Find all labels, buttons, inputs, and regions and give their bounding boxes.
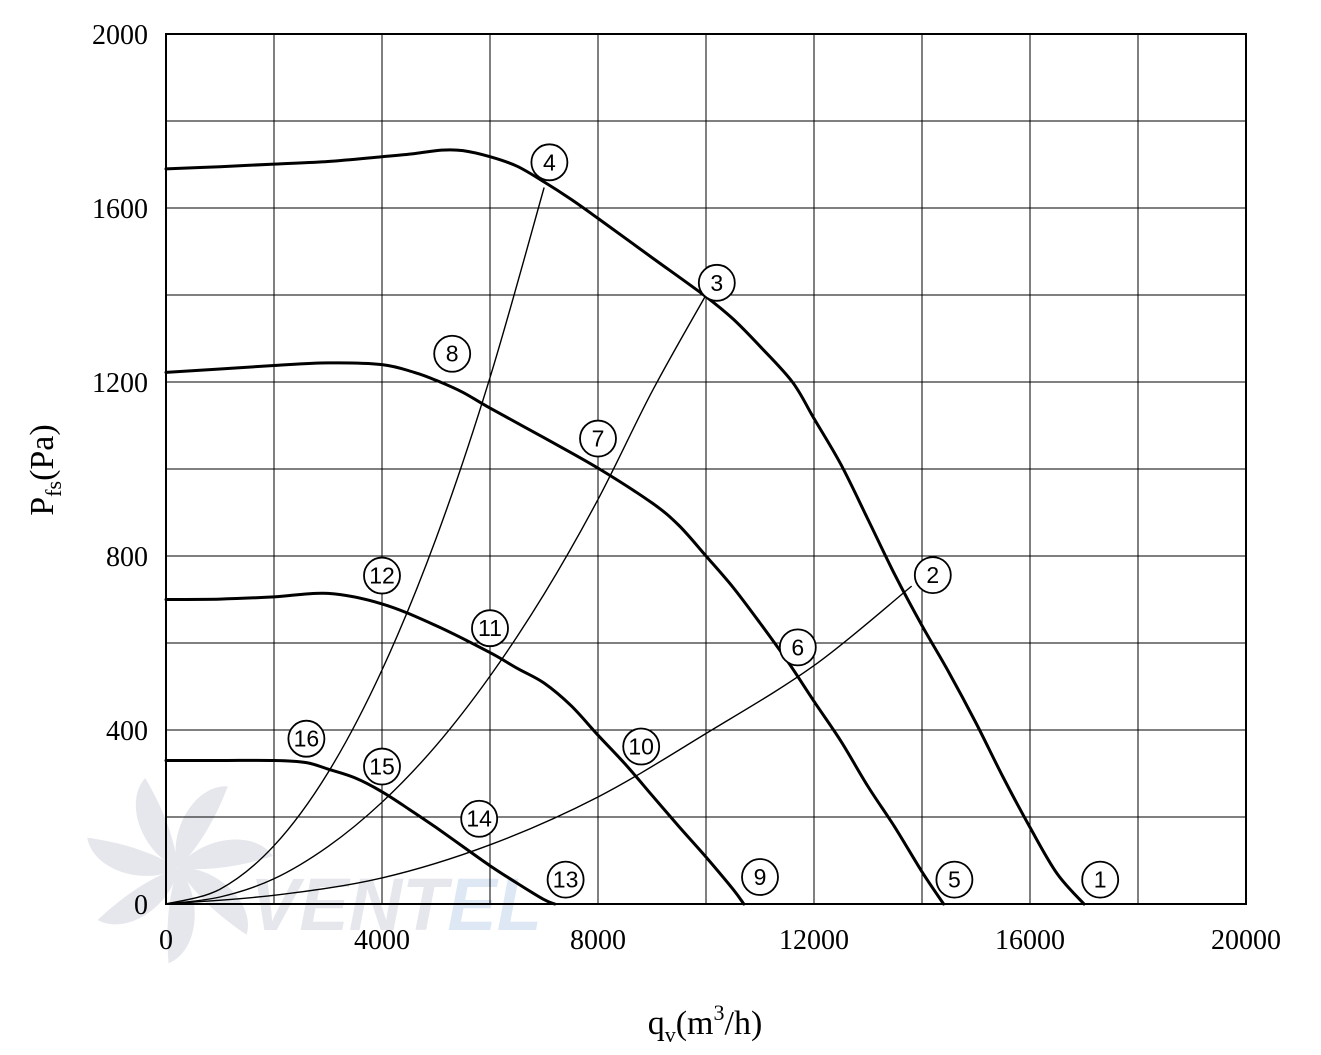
callout-circle — [363, 747, 401, 786]
y-axis-label: Pfs(Pa) — [24, 424, 66, 515]
watermark-fan-blade — [87, 837, 178, 876]
callout-circle — [778, 628, 817, 667]
fan-curve-line — [164, 758, 557, 906]
callout-12: 12 — [363, 556, 401, 595]
watermark-fan-blade — [178, 839, 273, 870]
callout-circle — [622, 727, 661, 766]
y-axis-label-symbol: P — [24, 497, 61, 516]
x-axis-label-superscript: 3 — [714, 1000, 725, 1025]
callout-15: 15 — [363, 747, 401, 786]
callout-circle — [579, 419, 617, 458]
callout-number: 13 — [553, 867, 579, 893]
callout-16: 16 — [287, 719, 326, 758]
y-tick-label: 1600 — [92, 194, 148, 225]
callout-5: 5 — [935, 860, 974, 899]
watermark-fan-blade — [135, 778, 178, 868]
callout-number: 16 — [294, 726, 320, 752]
x-tick-label: 0 — [159, 925, 173, 956]
callout-number: 7 — [592, 426, 605, 452]
plot-frame — [165, 33, 1247, 905]
y-tick-label: 1200 — [92, 368, 148, 399]
callout-7: 7 — [579, 419, 617, 458]
callout-circle — [433, 334, 472, 373]
system-curve-line — [165, 187, 545, 905]
system-curve-line — [165, 585, 912, 905]
callout-2: 2 — [913, 556, 952, 595]
fan-curve-line — [164, 361, 946, 906]
callout-1: 1 — [1081, 860, 1120, 899]
x-tick-label: 8000 — [570, 925, 626, 956]
x-axis-label-symbol: q — [648, 1005, 665, 1042]
callout-number: 8 — [446, 341, 459, 367]
callout-circle — [287, 719, 326, 758]
callout-number: 14 — [466, 806, 492, 832]
callout-10: 10 — [622, 727, 661, 766]
callout-number: 12 — [369, 563, 395, 589]
callout-number: 4 — [543, 149, 556, 175]
chart-grid — [166, 34, 1246, 904]
callout-11: 11 — [471, 609, 509, 648]
callout-circle — [471, 609, 509, 648]
callout-9: 9 — [741, 858, 779, 896]
x-axis-label-unit-end: /h) — [725, 1005, 763, 1042]
callout-number: 15 — [369, 754, 395, 780]
callout-number: 5 — [948, 867, 961, 893]
x-axis-label: qv(m3/h) — [648, 1000, 763, 1047]
x-tick-label: 16000 — [995, 925, 1065, 956]
callout-6: 6 — [778, 628, 817, 667]
y-tick-label: 400 — [106, 716, 148, 747]
callout-4: 4 — [530, 143, 569, 182]
callout-8: 8 — [433, 334, 472, 373]
callout-circle — [1081, 860, 1120, 899]
x-tick-label: 20000 — [1211, 925, 1281, 956]
fan-curve-line — [164, 591, 746, 906]
callout-circle — [697, 263, 736, 302]
callout-circle — [913, 556, 952, 595]
callout-number: 11 — [478, 615, 502, 641]
watermark-fan-blade — [175, 786, 228, 868]
x-axis-label-unit: (m — [676, 1005, 714, 1042]
callout-3: 3 — [697, 263, 736, 302]
callout-number: 1 — [1094, 867, 1107, 893]
callout-circle — [935, 860, 974, 899]
callout-number: 3 — [710, 270, 723, 296]
callout-circle — [546, 860, 585, 899]
x-tick-label: 4000 — [354, 925, 410, 956]
callout-circle — [460, 799, 499, 838]
callout-number: 6 — [791, 634, 804, 660]
axis-ticks: 0 4000 8000 12000 16000 200000400800120016002… — [92, 20, 1281, 956]
y-axis-label-unit: (Pa) — [24, 424, 61, 481]
callout-13: 13 — [546, 860, 585, 899]
system-curve-line — [165, 294, 707, 905]
chart-curves — [164, 148, 1086, 906]
callout-14: 14 — [460, 799, 499, 838]
callout-circle — [363, 556, 401, 595]
callout-circle — [741, 858, 779, 896]
y-tick-label: 2000 — [92, 20, 148, 51]
callout-circle — [530, 143, 569, 182]
callout-number: 9 — [754, 864, 767, 890]
callout-number: 2 — [926, 562, 939, 588]
watermark-fan-blade — [167, 868, 195, 964]
y-axis-label-subscript: fs — [41, 481, 66, 497]
y-tick-label: 0 — [134, 890, 148, 921]
x-axis-label-subscript: v — [665, 1022, 676, 1047]
watermark-fan-blade — [97, 868, 178, 925]
callout-number: 10 — [628, 734, 654, 760]
y-tick-label: 800 — [106, 542, 148, 573]
x-tick-label: 12000 — [779, 925, 849, 956]
